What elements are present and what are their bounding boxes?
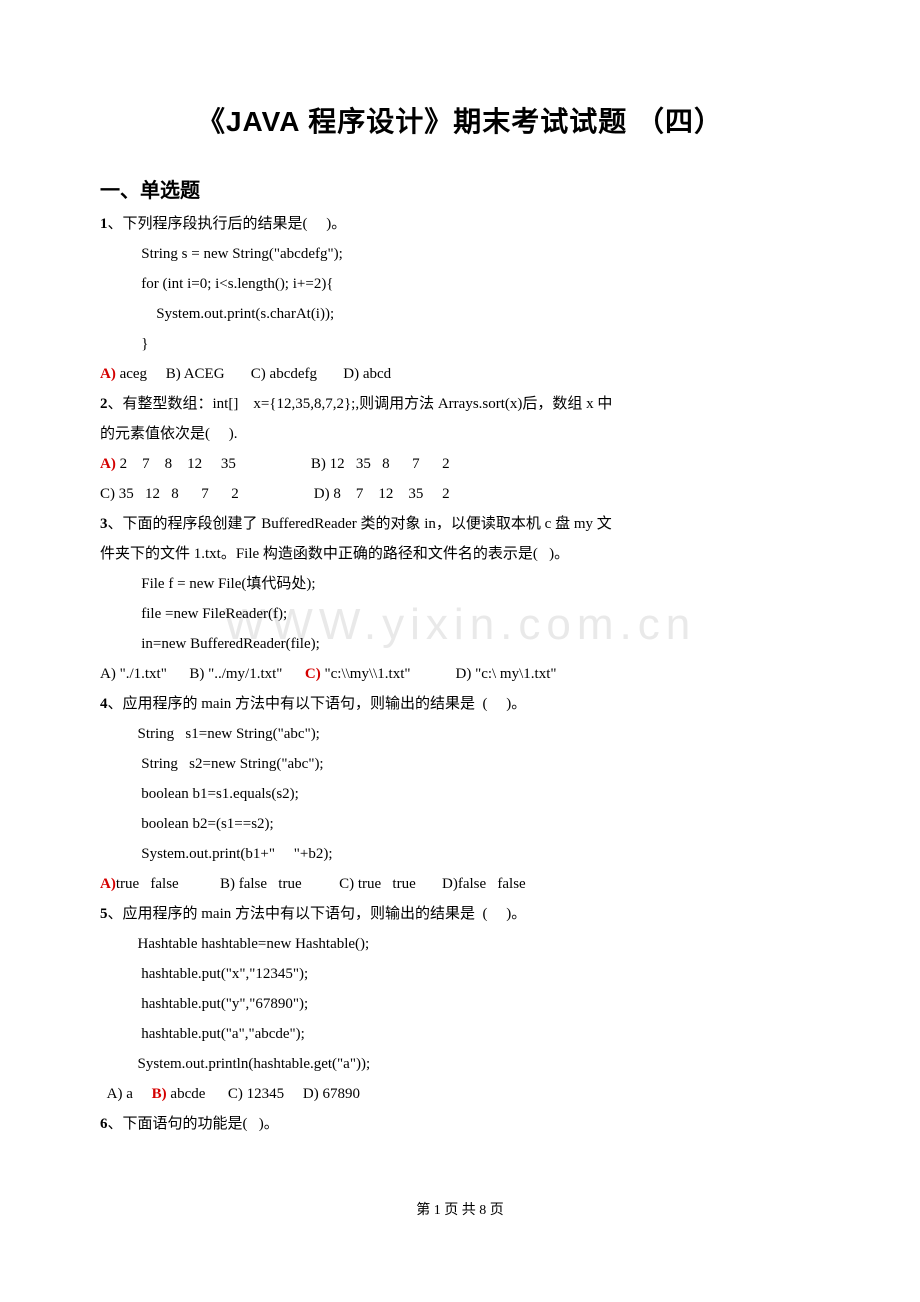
q5-options-right: abcde C) 12345 D) 67890	[167, 1086, 360, 1102]
q3-stem-text: 、下面的程序段创建了 BufferedReader 类的对象 in，以便读取本机…	[108, 516, 612, 532]
q1-code: System.out.print(s.charAt(i));	[100, 299, 820, 329]
q5-options: A) a B) abcde C) 12345 D) 67890	[100, 1079, 820, 1109]
q1-options: A) aceg B) ACEG C) abcdefg D) abcd	[100, 359, 820, 389]
q4-code: String s2=new String("abc");	[100, 749, 820, 779]
q4-code: boolean b1=s1.equals(s2);	[100, 779, 820, 809]
q2-optionsA: A) 2 7 8 12 35 B) 12 35 8 7 2	[100, 449, 820, 479]
q2-optionsC: C) 35 12 8 7 2 D) 8 7 12 35 2	[100, 479, 820, 509]
section-heading: 一、单选题	[100, 174, 820, 203]
q3-code: File f = new File(填代码处);	[100, 569, 820, 599]
q6-stem: 6、下面语句的功能是( )。	[100, 1109, 820, 1139]
q4-options-rest: true false B) false true C) true true D)…	[116, 876, 526, 892]
q3-code: in=new BufferedReader(file);	[100, 629, 820, 659]
q5-code: hashtable.put("a","abcde");	[100, 1019, 820, 1049]
q5-num: 5	[100, 906, 108, 922]
q4-answer: A)	[100, 876, 116, 892]
q6-num: 6	[100, 1116, 108, 1132]
q3-num: 3	[100, 516, 108, 532]
q2-answer: A)	[100, 456, 116, 472]
q1-code: }	[100, 329, 820, 359]
q4-code: System.out.print(b1+" "+b2);	[100, 839, 820, 869]
q1-stem-text: 、下列程序段执行后的结果是( )。	[108, 216, 347, 232]
q1-code: String s = new String("abcdefg");	[100, 239, 820, 269]
q1-answer: A)	[100, 366, 116, 382]
q5-stem-text: 、应用程序的 main 方法中有以下语句，则输出的结果是 ( )。	[108, 906, 527, 922]
q2-num: 2	[100, 396, 108, 412]
q2-stem-text: 、有整型数组：int[] x={12,35,8,7,2};,则调用方法 Arra…	[108, 396, 613, 412]
page-footer: 第 1 页 共 8 页	[100, 1199, 820, 1219]
q4-code: String s1=new String("abc");	[100, 719, 820, 749]
q2-stem: 2、有整型数组：int[] x={12,35,8,7,2};,则调用方法 Arr…	[100, 389, 820, 419]
q4-code: boolean b2=(s1==s2);	[100, 809, 820, 839]
q1-stem: 1、下列程序段执行后的结果是( )。	[100, 209, 820, 239]
q3-stem2: 件夹下的文件 1.txt。File 构造函数中正确的路径和文件名的表示是( )。	[100, 539, 820, 569]
q1-num: 1	[100, 216, 108, 232]
page-title: 《JAVA 程序设计》期末考试试题 （四）	[100, 100, 820, 140]
q4-num: 4	[100, 696, 108, 712]
q3-code: file =new FileReader(f);	[100, 599, 820, 629]
q2-optionsA-rest: 2 7 8 12 35 B) 12 35 8 7 2	[116, 456, 450, 472]
q5-options-left: A) a	[100, 1086, 152, 1102]
q3-stem: 3、下面的程序段创建了 BufferedReader 类的对象 in，以便读取本…	[100, 509, 820, 539]
q4-options: A)true false B) false true C) true true …	[100, 869, 820, 899]
q5-code: System.out.println(hashtable.get("a"));	[100, 1049, 820, 1079]
q5-stem: 5、应用程序的 main 方法中有以下语句，则输出的结果是 ( )。	[100, 899, 820, 929]
q3-options-right: "c:\\my\\1.txt" D) "c:\ my\1.txt"	[321, 666, 557, 682]
q6-stem-text: 、下面语句的功能是( )。	[108, 1116, 279, 1132]
q1-code: for (int i=0; i<s.length(); i+=2){	[100, 269, 820, 299]
q4-stem-text: 、应用程序的 main 方法中有以下语句，则输出的结果是 ( )。	[108, 696, 527, 712]
q3-options-left: A) "./1.txt" B) "../my/1.txt"	[100, 666, 305, 682]
q3-answer: C)	[305, 666, 321, 682]
q5-code: Hashtable hashtable=new Hashtable();	[100, 929, 820, 959]
q4-stem: 4、应用程序的 main 方法中有以下语句，则输出的结果是 ( )。	[100, 689, 820, 719]
q5-code: hashtable.put("x","12345");	[100, 959, 820, 989]
q5-answer: B)	[152, 1086, 167, 1102]
q1-options-rest: aceg B) ACEG C) abcdefg D) abcd	[116, 366, 391, 382]
q5-code: hashtable.put("y","67890");	[100, 989, 820, 1019]
q2-stem2: 的元素值依次是( ).	[100, 419, 820, 449]
q3-options: A) "./1.txt" B) "../my/1.txt" C) "c:\\my…	[100, 659, 820, 689]
